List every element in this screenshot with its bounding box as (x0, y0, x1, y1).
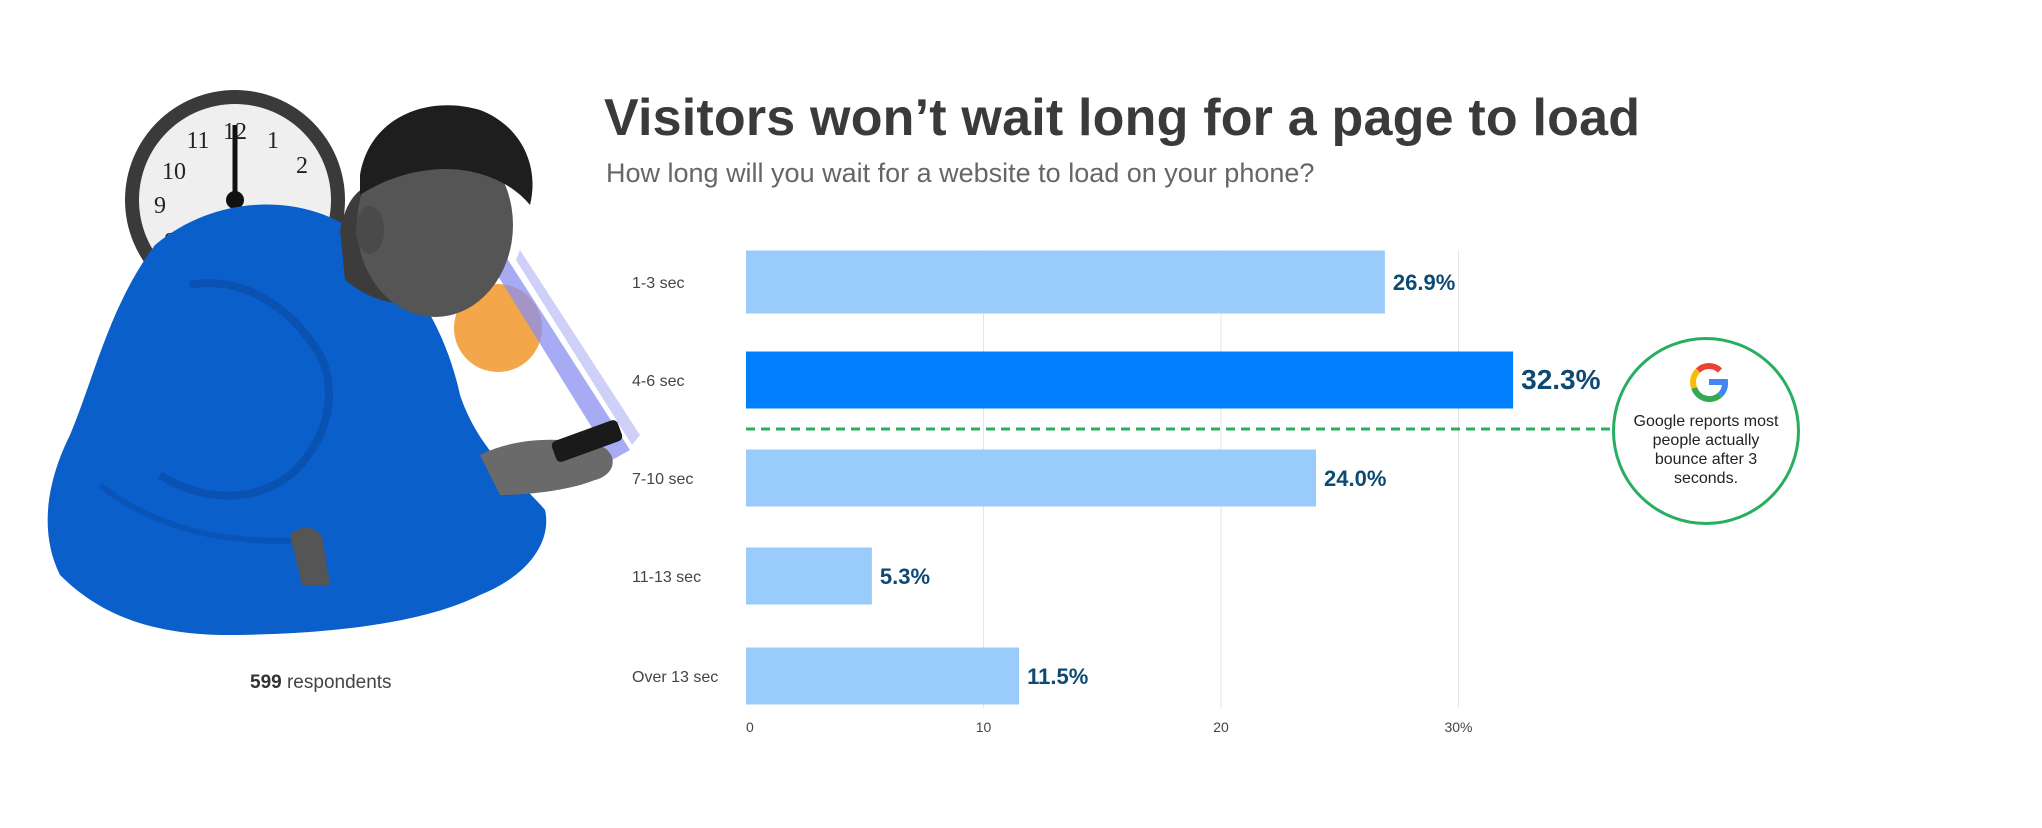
clock-numeral: 2 (296, 153, 308, 179)
value-label: 26.9% (1393, 270, 1455, 295)
respondents-number: 599 (250, 672, 282, 693)
google-logo-icon (1690, 363, 1729, 402)
x-tick-label: 30% (1444, 719, 1472, 735)
google-callout: Google reports most people actually boun… (1612, 337, 1800, 525)
category-label: Over 13 sec (632, 669, 718, 686)
clock-numeral: 12 (223, 119, 247, 145)
value-label: 11.5% (1027, 664, 1088, 689)
hair (360, 105, 533, 205)
bar (746, 547, 872, 605)
bar (746, 449, 1316, 507)
value-label: 32.3% (1521, 364, 1600, 395)
value-label: 24.0% (1324, 466, 1386, 491)
clock-numeral: 10 (162, 159, 186, 185)
bar (746, 647, 1020, 705)
category-label: 4-6 sec (632, 373, 684, 390)
ear (356, 206, 384, 254)
x-tick-label: 20 (1213, 719, 1229, 735)
callout-text: Google reports most people actually boun… (1633, 413, 1779, 487)
respondents-label: respondents (281, 672, 392, 693)
light-beam (485, 235, 630, 460)
bar (746, 250, 1385, 314)
left-hand (290, 527, 330, 585)
category-label: 11-13 sec (632, 569, 701, 586)
x-tick-label: 10 (976, 719, 992, 735)
value-label: 5.3% (880, 564, 930, 589)
chart-title: Visitors won’t wait long for a page to l… (604, 89, 1641, 147)
clock-numeral: 1 (267, 128, 279, 154)
light-beam (516, 250, 640, 445)
category-label: 7-10 sec (632, 471, 693, 488)
category-label: 1-3 sec (632, 275, 684, 292)
head (357, 133, 513, 317)
bar (746, 351, 1514, 409)
person-with-phone-illustration: 12 1 2 11 10 9 8 (47, 90, 640, 635)
phone-icon (551, 420, 623, 462)
respondents-count: 599 respondents (250, 672, 392, 694)
chart-subtitle: How long will you wait for a website to … (606, 158, 1315, 188)
x-tick-label: 0 (746, 719, 754, 735)
clock-numeral: 11 (186, 128, 209, 154)
clock-numeral: 9 (154, 193, 166, 219)
